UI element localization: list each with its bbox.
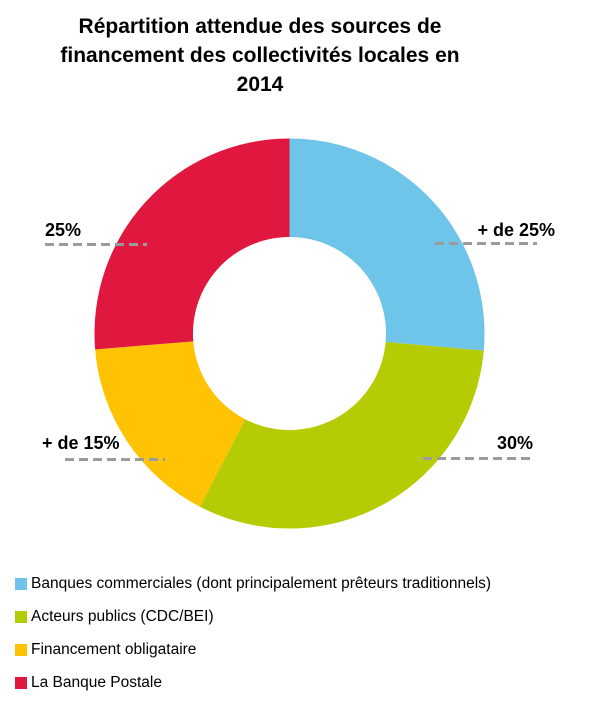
legend-item-financement-obligataire: Financement obligataire [15, 633, 491, 666]
callout-financement-obligataire: + de 15% [42, 433, 166, 461]
legend-swatch-acteurs-publics [15, 610, 27, 623]
legend-swatch-banques-commerciales [15, 577, 27, 590]
donut-segment-acteurs-publics [199, 341, 484, 529]
donut-segment-financement-obligataire [95, 341, 246, 507]
callout-leader-line-la-banque-postale [45, 243, 147, 246]
legend: Banques commerciales (dont principalemen… [15, 567, 491, 699]
donut-chart [94, 138, 485, 529]
callout-label-banques-commerciales: + de 25% [477, 220, 555, 240]
legend-label-financement-obligataire: Financement obligataire [31, 640, 197, 658]
callout-leader-line-banques-commerciales [435, 242, 537, 245]
callout-la-banque-postale: 25% [45, 220, 147, 246]
callout-leader-line-financement-obligataire [65, 458, 165, 461]
legend-label-acteurs-publics: Acteurs publics (CDC/BEI) [31, 607, 214, 625]
donut-segment-la-banque-postale [94, 138, 290, 350]
callout-acteurs-publics: 30% [423, 433, 533, 460]
callout-banques-commerciales: + de 25% [435, 220, 555, 245]
legend-item-banques-commerciales: Banques commerciales (dont principalemen… [15, 567, 491, 600]
legend-label-banques-commerciales: Banques commerciales (dont principalemen… [31, 574, 492, 592]
legend-swatch-la-banque-postale [15, 676, 27, 689]
legend-item-acteurs-publics: Acteurs publics (CDC/BEI) [15, 600, 491, 633]
callout-label-acteurs-publics: 30% [496, 433, 533, 453]
legend-label-la-banque-postale: La Banque Postale [31, 673, 162, 691]
legend-item-la-banque-postale: La Banque Postale [15, 666, 491, 699]
callout-label-financement-obligataire: + de 15% [42, 433, 120, 453]
callout-label-la-banque-postale: 25% [45, 220, 82, 240]
callout-leader-line-acteurs-publics [423, 457, 530, 460]
chart-title: Répartition attendue des sources de fina… [60, 15, 460, 96]
legend-swatch-financement-obligataire [15, 643, 27, 656]
donut-segment-banques-commerciales [289, 138, 485, 351]
